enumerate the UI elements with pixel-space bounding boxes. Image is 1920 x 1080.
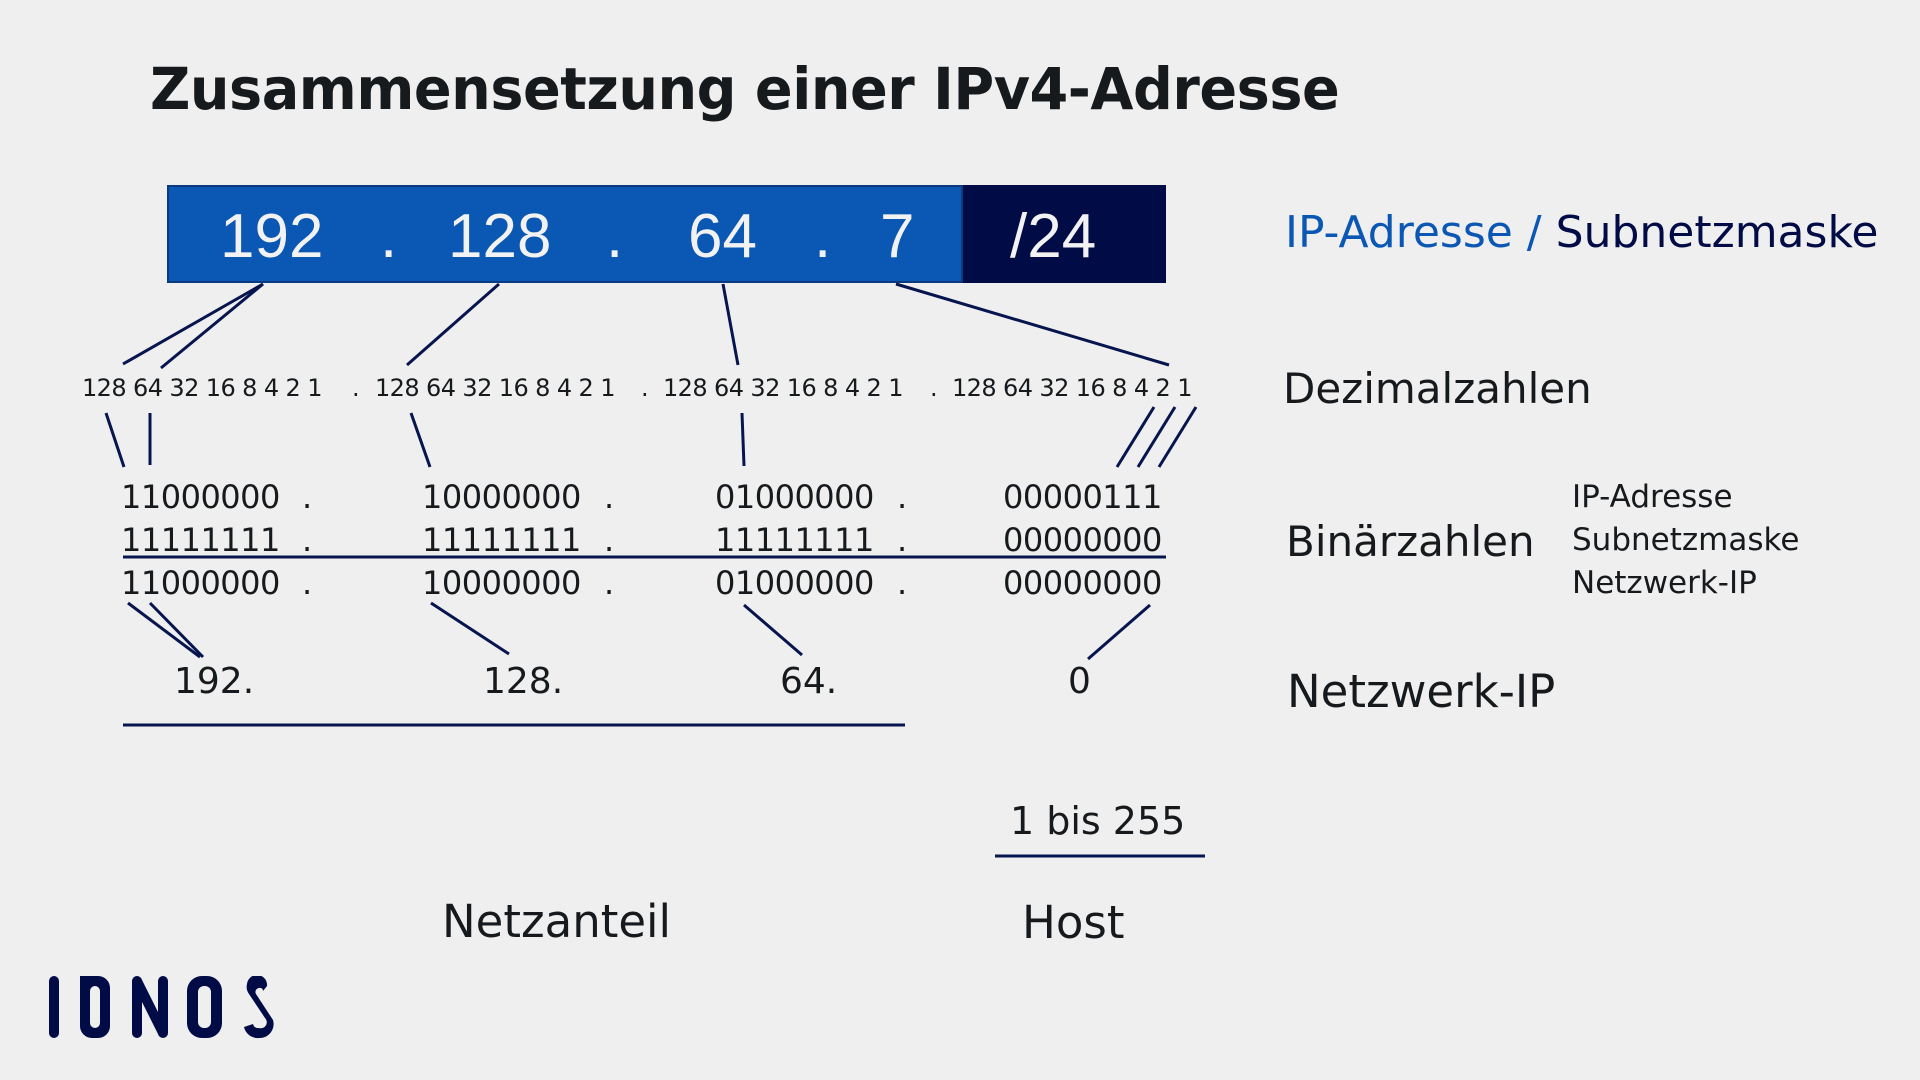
network-ip-octet-4: 0 bbox=[1068, 661, 1091, 702]
binary-ip-4: 00000111 bbox=[1003, 478, 1162, 516]
decimal-group-1: 128 64 32 16 8 4 2 1 bbox=[82, 374, 323, 402]
binary-dot: . bbox=[604, 478, 614, 516]
host-range: 1 bis 255 bbox=[1010, 799, 1186, 843]
network-ip-octet-3: 64. bbox=[780, 661, 838, 702]
legend-mask-label: Subnetzmaske bbox=[1555, 207, 1879, 258]
binary-ip-3: 01000000 bbox=[715, 478, 874, 516]
decimal-group-3: 128 64 32 16 8 4 2 1 bbox=[663, 374, 904, 402]
binary-dot: . bbox=[604, 521, 614, 559]
ip-dot-2: . bbox=[606, 202, 624, 271]
binary-dot: . bbox=[302, 564, 312, 602]
ionos-logo: IONOS bbox=[49, 976, 274, 1039]
host-label: Host bbox=[1022, 896, 1125, 949]
decimal-dot-2: . bbox=[641, 374, 649, 402]
network-ip-octet-1: 192. bbox=[174, 661, 255, 702]
binary-mask-2: 11111111 bbox=[422, 521, 581, 559]
ip-dot-3: . bbox=[814, 202, 832, 271]
subnet-mask-value: /24 bbox=[1010, 202, 1097, 271]
ip-octet-4: 7 bbox=[880, 202, 915, 271]
binary-ip-1: 11000000 bbox=[121, 478, 280, 516]
page-title: Zusammensetzung einer IPv4-Adresse bbox=[150, 55, 1340, 123]
binary-dot: . bbox=[302, 478, 312, 516]
ip-octet-3: 64 bbox=[688, 202, 757, 271]
binary-dot: . bbox=[604, 564, 614, 602]
binary-net-2: 10000000 bbox=[422, 564, 581, 602]
ip-octet-2: 128 bbox=[448, 202, 552, 271]
decimal-dot-1: . bbox=[352, 374, 360, 402]
decimal-label: Dezimalzahlen bbox=[1283, 364, 1592, 413]
binary-net-3: 01000000 bbox=[715, 564, 874, 602]
binary-mask-1: 11111111 bbox=[121, 521, 280, 559]
ip-dot-1: . bbox=[380, 202, 398, 271]
legend: IP-Adresse / Subnetzmaske bbox=[1285, 211, 1878, 255]
binary-sub-mask: Subnetzmaske bbox=[1572, 522, 1800, 558]
decimal-group-2: 128 64 32 16 8 4 2 1 bbox=[375, 374, 616, 402]
binary-net-4: 00000000 bbox=[1003, 564, 1162, 602]
decimal-dot-3: . bbox=[930, 374, 938, 402]
binary-dot: . bbox=[897, 478, 907, 516]
ip-octet-1: 192 bbox=[220, 202, 324, 271]
binary-mask-4: 00000000 bbox=[1003, 521, 1162, 559]
subnet-mask-box bbox=[963, 185, 1166, 283]
legend-ip-label: IP-Adresse / bbox=[1285, 207, 1542, 258]
binary-mask-3: 11111111 bbox=[715, 521, 874, 559]
binary-sub-ip: IP-Adresse bbox=[1572, 479, 1733, 515]
net-part-label: Netzanteil bbox=[442, 895, 672, 948]
ip-address-box bbox=[167, 185, 963, 283]
binary-net-1: 11000000 bbox=[121, 564, 280, 602]
binary-dot: . bbox=[302, 521, 312, 559]
binary-sub-netip: Netzwerk-IP bbox=[1572, 565, 1757, 601]
binary-ip-2: 10000000 bbox=[422, 478, 581, 516]
decimal-group-4: 128 64 32 16 8 4 2 1 bbox=[952, 374, 1193, 402]
binary-dot: . bbox=[897, 521, 907, 559]
binary-dot: . bbox=[897, 564, 907, 602]
network-ip-label: Netzwerk-IP bbox=[1287, 665, 1556, 718]
binary-label: Binärzahlen bbox=[1286, 517, 1535, 566]
network-ip-octet-2: 128. bbox=[483, 661, 564, 702]
